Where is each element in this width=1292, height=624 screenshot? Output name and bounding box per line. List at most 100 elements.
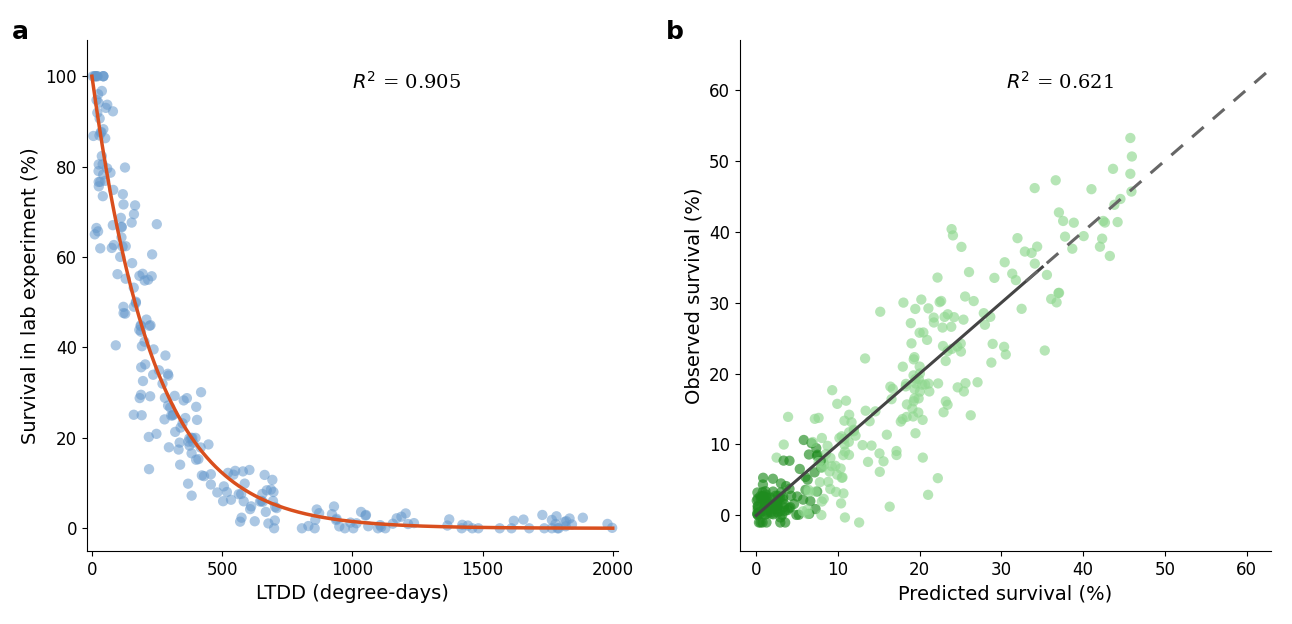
Point [942,224,963,234]
Point [88,98,109,108]
Point [134,337,155,347]
Point [808,450,828,460]
Point [375,524,395,534]
Point [906,428,926,438]
Point [751,494,771,504]
Point [753,473,774,483]
Point [115,309,136,319]
Point [765,491,786,501]
Point [190,442,211,452]
Point [771,487,792,497]
Point [136,314,156,324]
Point [155,393,176,403]
Point [1120,133,1141,143]
Point [1110,194,1130,204]
Point [935,396,956,406]
Point [94,176,115,186]
Point [355,510,376,520]
Point [928,473,948,483]
Point [1099,251,1120,261]
Point [548,524,568,534]
Point [1053,216,1074,226]
Point [103,185,124,195]
X-axis label: Predicted survival (%): Predicted survival (%) [898,584,1112,603]
Point [191,388,212,397]
Point [810,477,831,487]
Point [556,516,576,526]
Point [827,470,848,480]
Point [234,496,255,506]
Point [171,422,191,432]
Point [755,502,775,512]
Point [893,362,913,372]
Point [810,456,831,466]
Point [935,356,956,366]
Point [262,496,283,506]
Point [92,151,112,161]
Point [904,352,925,362]
Point [198,439,218,449]
Point [747,494,767,504]
Point [1027,241,1048,251]
Point [973,308,994,318]
Point [112,241,133,251]
Point [1021,248,1041,258]
Point [886,450,907,460]
Point [770,506,791,516]
Point [186,402,207,412]
Point [1121,152,1142,162]
Point [129,325,150,335]
Point [778,505,798,515]
Point [982,339,1003,349]
Point [111,222,132,232]
Point [775,481,796,491]
Point [84,71,105,81]
Point [778,412,798,422]
Point [756,505,776,515]
Point [265,502,286,512]
Point [859,416,880,426]
Point [955,291,975,301]
Point [154,414,174,424]
Point [928,378,948,388]
Point [839,437,859,447]
Point [903,411,924,421]
Point [762,487,783,497]
Point [762,474,783,484]
Point [534,524,554,534]
Point [802,437,823,447]
Point [1121,187,1142,197]
Point [937,400,957,410]
Point [200,479,221,489]
Point [340,517,360,527]
Point [182,433,203,443]
Point [752,492,773,502]
Point [906,379,926,389]
Point [1014,246,1035,256]
Point [747,495,767,505]
Point [158,371,178,381]
Point [941,322,961,332]
Point [88,227,109,236]
Point [893,414,913,424]
Point [770,494,791,504]
Point [358,521,379,531]
Point [266,503,287,513]
Point [101,168,121,178]
Point [760,492,780,502]
Point [815,449,836,459]
Point [371,522,391,532]
Point [831,499,851,509]
Point [792,506,813,516]
Point [933,323,953,333]
Point [795,472,815,482]
Point [143,344,164,354]
Point [93,71,114,81]
Point [764,504,784,514]
Point [910,328,930,338]
Point [779,456,800,466]
Point [132,410,152,420]
Point [919,386,939,396]
Point [110,252,130,262]
Point [178,479,199,489]
